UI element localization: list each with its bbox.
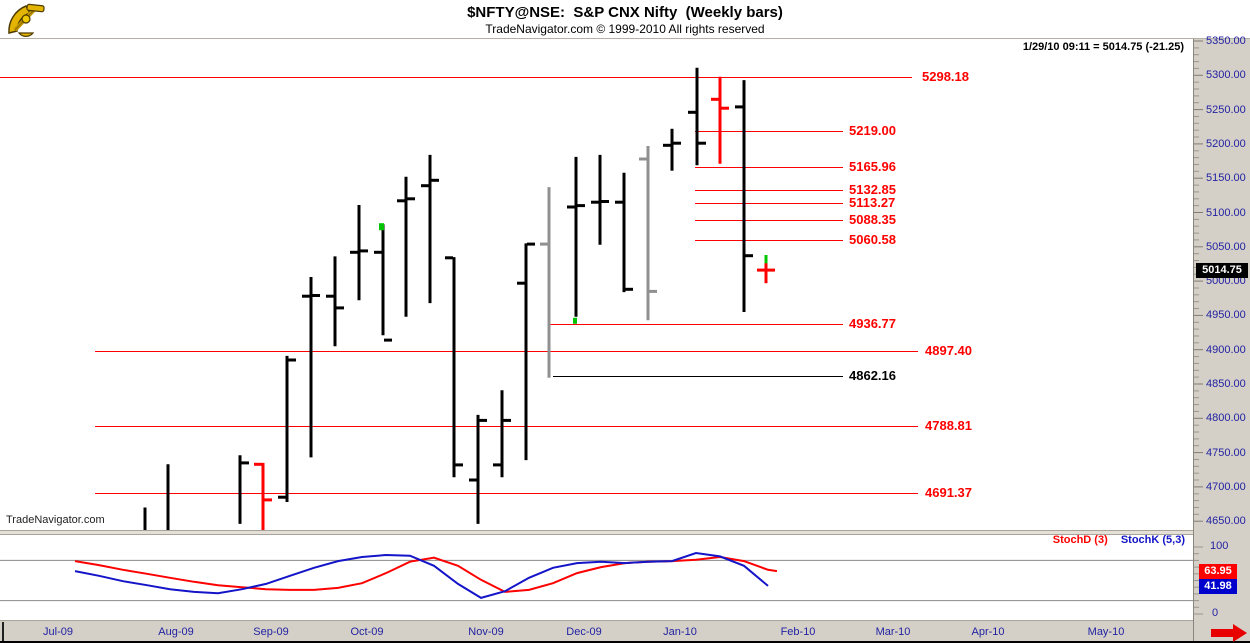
price-level-label: 5113.27 [849,195,896,210]
price-level-label: 4936.77 [849,316,896,331]
price-axis-label: 5100.00 [1206,207,1246,219]
price-level-label: 4788.81 [925,418,972,433]
month-label-nov-09: Nov-09 [468,626,504,638]
legend-stochd: StochD (3) [1052,534,1108,546]
month-label-jul-09: Jul-09 [43,626,73,638]
price-axis-label: 4700.00 [1206,481,1246,493]
stoch-axis-min: 0 [1212,607,1219,619]
price-axis-label: 4800.00 [1206,412,1246,424]
price-axis-label: 4900.00 [1206,344,1246,356]
support-resistance-lines [0,77,918,494]
month-label-aug-09: Aug-09 [158,626,194,638]
trade-navigator-sextant-logo-icon [8,3,45,37]
price-axis-label: 5350.00 [1206,35,1246,47]
price-level-label: 4862.16 [849,368,896,383]
time-axis-strip[interactable] [0,620,1193,643]
price-axis-gutter[interactable] [1193,39,1250,643]
month-label-dec-09: Dec-09 [566,626,602,638]
month-label-sep-09: Sep-09 [253,626,289,638]
price-axis-label: 5000.00 [1206,275,1246,287]
legend-stochk: StochK (5,3) [1120,534,1185,546]
price-level-label: 5298.18 [922,69,969,84]
scroll-right-arrow-button[interactable] [1211,623,1249,643]
watermark: TradeNavigator.com [6,514,105,526]
month-label-jan-10: Jan-10 [663,626,697,638]
panel-divider [0,530,1193,531]
price-level-label: 5165.96 [849,159,896,174]
price-axis-label: 4650.00 [1206,515,1246,527]
month-label-oct-09: Oct-09 [350,626,384,638]
stochk-value-badge: 41.98 [1199,579,1237,594]
copyright-line: TradeNavigator.com © 1999-2010 All right… [485,22,765,36]
price-axis-label: 5050.00 [1206,241,1246,253]
price-level-label: 5088.35 [849,212,896,227]
price-level-label: 5219.00 [849,123,896,138]
price-level-label: 4691.37 [925,485,972,500]
window-bottom-border [0,641,1250,643]
price-bars [143,67,775,530]
month-label-may-10: May-10 [1087,626,1125,638]
price-axis-label: 5250.00 [1206,104,1246,116]
price-axis-label: 4850.00 [1206,378,1246,390]
month-label-apr-10: Apr-10 [971,626,1005,638]
price-level-label: 5060.58 [849,232,896,247]
month-label-feb-10: Feb-10 [780,626,816,638]
price-axis-label: 4950.00 [1206,309,1246,321]
stochastic-curves [0,551,1193,602]
last-price-badge: 5014.75 [1196,263,1248,278]
panel-divider-groove [0,531,1193,534]
stoch-axis-max: 100 [1210,540,1229,552]
price-axis-label: 5300.00 [1206,69,1246,81]
price-axis-label: 5200.00 [1206,138,1246,150]
stochd-value-badge: 63.95 [1199,564,1237,579]
month-label-mar-10: Mar-10 [875,626,911,638]
price-level-label: 4897.40 [925,343,972,358]
time-axis-left-notch [2,622,4,641]
price-level-label: 5132.85 [849,182,896,197]
axis-tick-marks [1194,40,1203,615]
header-divider [0,38,1250,39]
price-axis-label: 4750.00 [1206,447,1246,459]
price-axis-label: 5150.00 [1206,172,1246,184]
panel-divider [0,534,1193,535]
stochastic-legend: StochD (3) StochK (5,3) [1043,534,1185,546]
chart-title: $NFTY@NSE: S&P CNX Nifty (Weekly bars) [467,4,783,21]
last-quote-readout: 1/29/10 09:11 = 5014.75 (-21.25) [1022,41,1184,53]
